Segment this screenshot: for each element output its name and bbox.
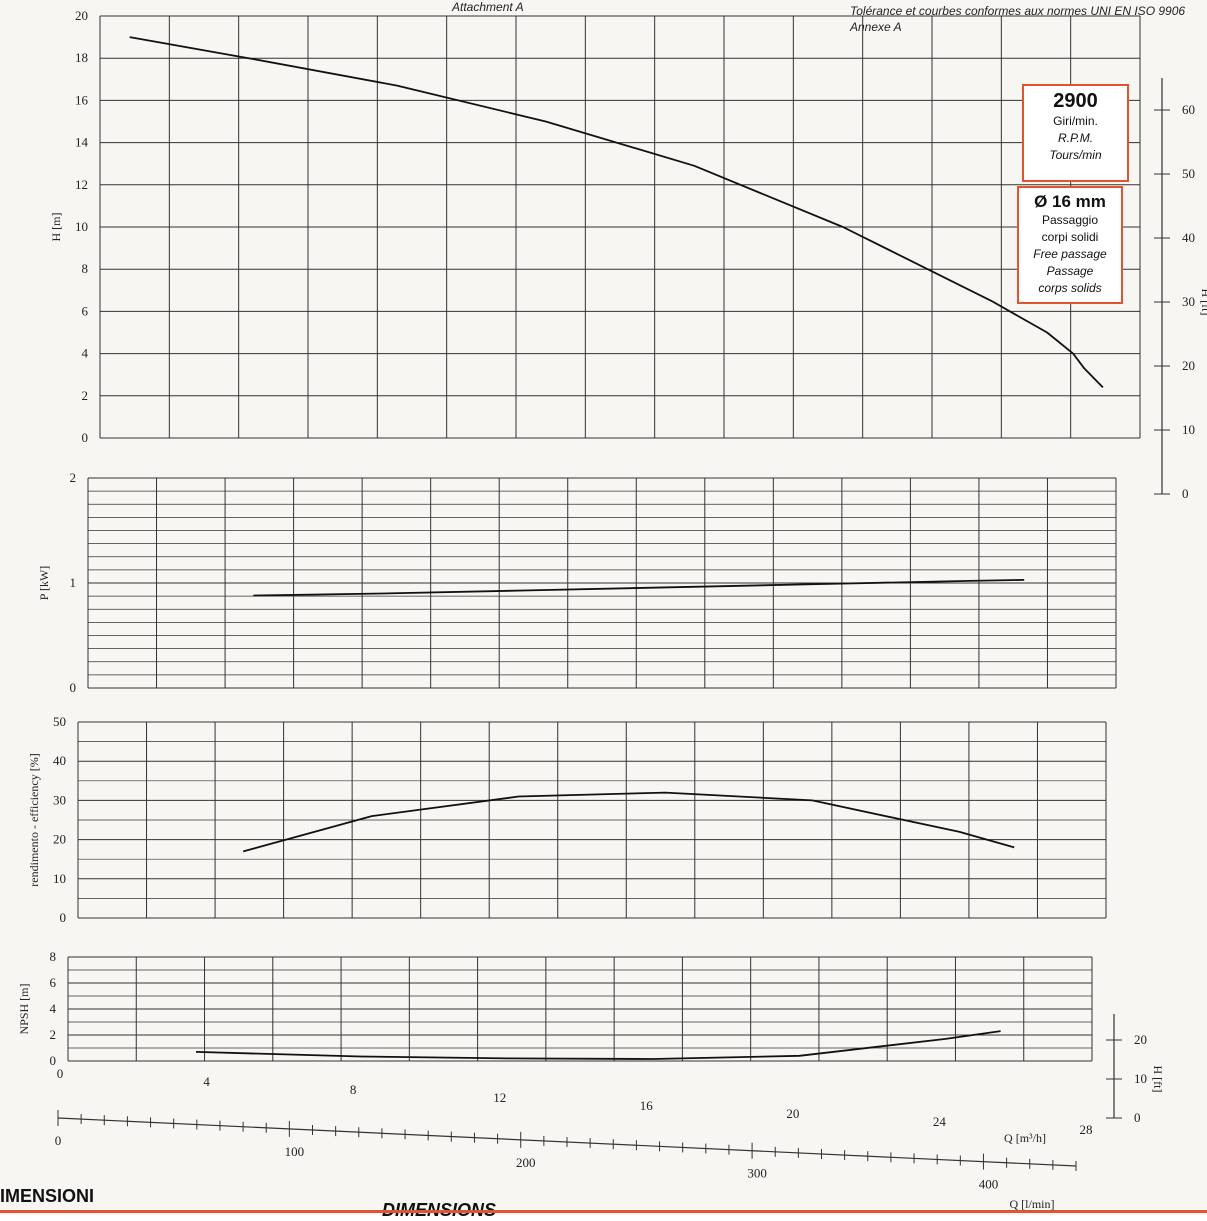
power-chart: [87, 477, 1117, 689]
q-lmin-tick-label: 200: [516, 1155, 536, 1170]
y-tick-label: 30: [53, 792, 66, 807]
right-tick-label: 40: [1182, 230, 1195, 245]
right-tick-label: 0: [1182, 486, 1189, 501]
rpm-value: 2900: [1053, 90, 1098, 112]
q-m3h-tick-label: 0: [57, 1066, 64, 1081]
header-attachment: Attachment A: [452, 0, 524, 14]
right-tick-label: 60: [1182, 102, 1195, 117]
passage-box: Ø 16 mm Passaggio corpi solidi Free pass…: [1017, 186, 1123, 304]
y-tick-label: 16: [75, 92, 89, 107]
right-tick-label: 10: [1182, 422, 1195, 437]
right-axis-label: H [ft]: [1199, 289, 1207, 316]
right-tick-label: 20: [1182, 358, 1195, 373]
y-tick-label: 50: [53, 714, 66, 729]
q-m3h-tick-label: 8: [350, 1082, 357, 1097]
y-axis-label: rendimento - efficiency [%]: [27, 753, 41, 886]
y-tick-label: 0: [70, 680, 77, 695]
q-m3h-axis-label: Q [m³/h]: [1004, 1131, 1046, 1145]
q-lmin-axis-label: Q [l/min]: [1010, 1197, 1055, 1211]
y-tick-label: 12: [75, 177, 88, 192]
passage-label-2: corpi solidi: [1041, 230, 1099, 244]
header-tolerance: Tolérance et courbes conformes aux norme…: [850, 4, 1186, 18]
right-tick-label: 10: [1134, 1071, 1147, 1086]
q-m3h-tick-label: 28: [1080, 1122, 1093, 1137]
y-tick-label: 10: [75, 219, 88, 234]
rpm-box: 2900 Giri/min. R.P.M. Tours/min: [1022, 84, 1129, 182]
y-tick-label: 4: [50, 1001, 57, 1016]
footer-rule: [0, 1210, 1207, 1213]
y-tick-label: 0: [50, 1053, 57, 1068]
passage-label-1: Passaggio: [1041, 213, 1099, 227]
y-tick-label: 4: [82, 346, 89, 361]
efficiency-chart: [77, 721, 1107, 919]
y-axis-label: P [kW]: [37, 566, 51, 601]
y-tick-label: 1: [70, 575, 77, 590]
y-tick-label: 0: [82, 430, 89, 445]
y-tick-label: 8: [50, 949, 57, 964]
rpm-label-en: R.P.M.: [1057, 131, 1094, 145]
q-lmin-tick-label: 0: [55, 1133, 62, 1148]
y-tick-label: 14: [75, 135, 89, 150]
y-tick-label: 8: [82, 261, 89, 276]
y-tick-label: 18: [75, 50, 88, 65]
right-tick-label: 0: [1134, 1110, 1141, 1125]
data-curve: [195, 1030, 1001, 1060]
y-tick-label: 0: [60, 910, 67, 925]
passage-value: Ø 16 mm: [1034, 192, 1106, 211]
y-tick-label: 2: [70, 470, 77, 485]
y-tick-label: 2: [82, 388, 89, 403]
data-curve: [242, 791, 1015, 853]
q-lmin-tick-label: 100: [285, 1144, 305, 1159]
npsh-chart: [67, 956, 1122, 1119]
footer-dimensioni: IMENSIONI: [0, 1186, 95, 1206]
y-tick-label: 40: [53, 753, 66, 768]
q-m3h-tick-label: 24: [933, 1114, 947, 1129]
head-chart: [99, 15, 1170, 495]
data-curve: [129, 36, 1104, 389]
y-tick-label: 6: [82, 303, 89, 318]
q-lmin-tick-label: 300: [747, 1166, 767, 1181]
passage-label-5: corps solids: [1038, 281, 1102, 295]
data-curve: [253, 579, 1025, 597]
y-axis-label: NPSH [m]: [17, 983, 31, 1034]
y-tick-label: 20: [53, 832, 66, 847]
q-m3h-tick-label: 20: [786, 1106, 799, 1121]
right-tick-label: 30: [1182, 294, 1195, 309]
y-tick-label: 10: [53, 871, 66, 886]
right-tick-label: 20: [1134, 1032, 1147, 1047]
q-m3h-tick-label: 4: [203, 1074, 210, 1089]
y-tick-label: 2: [50, 1027, 57, 1042]
q-m3h-tick-label: 16: [640, 1098, 654, 1113]
right-tick-label: 50: [1182, 166, 1195, 181]
rpm-label-fr: Tours/min: [1049, 148, 1102, 162]
y-tick-label: 6: [50, 975, 57, 990]
passage-label-4: Passage: [1046, 264, 1094, 278]
passage-label-3: Free passage: [1033, 247, 1107, 261]
right-axis-label: H [ft]: [1151, 1066, 1165, 1093]
q-lmin-tick-label: 400: [979, 1177, 999, 1192]
rpm-label-it: Giri/min.: [1053, 114, 1098, 128]
y-axis-label: H [m]: [49, 213, 63, 242]
q-m3h-tick-label: 12: [493, 1090, 506, 1105]
y-tick-label: 20: [75, 8, 88, 23]
